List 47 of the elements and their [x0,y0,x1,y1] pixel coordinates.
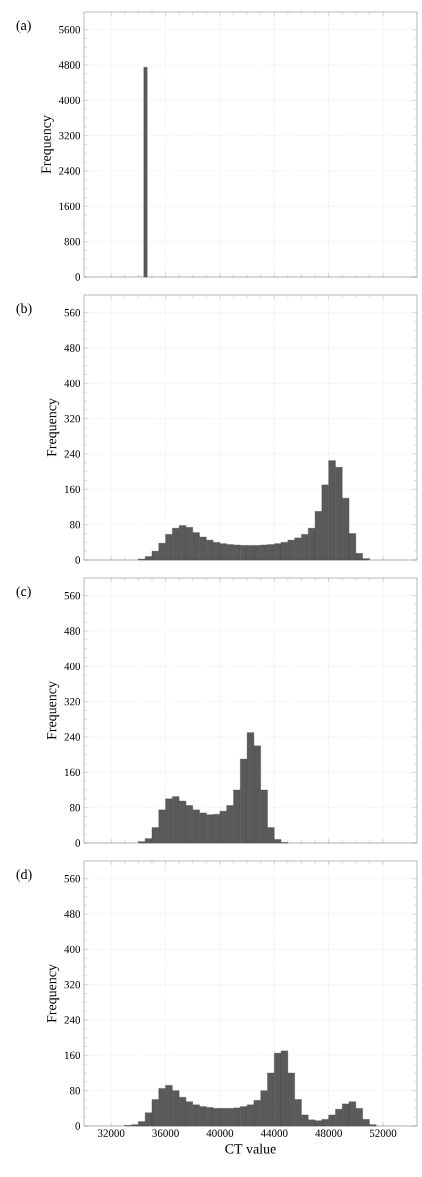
y-axis-title: Frequency [41,115,54,174]
text: (c) [16,586,31,599]
x-tick-label: 32000 [98,1129,125,1137]
y-tick-label: 480 [64,910,81,918]
y-tick-label: 4800 [58,61,81,69]
y-tick-label: 320 [64,697,81,706]
y-tick-label: 4000 [58,96,81,105]
y-tick-label: 480 [64,344,81,352]
text: (d) [16,869,32,882]
y-tick-label: 240 [64,1016,81,1024]
y-tick-label: 560 [64,308,81,317]
y-tick-label: 240 [64,450,81,458]
y-tick-label: 400 [64,945,81,954]
y-axis-title: Frequency [47,398,60,457]
x-tick-label: 40000 [206,1129,234,1137]
y-tick-label: 80 [69,1086,81,1095]
y-tick-label: 0 [75,273,81,281]
y-tick-label: 240 [64,733,81,741]
y-tick-label: 560 [64,591,81,600]
y-tick-label: 1600 [59,202,81,211]
x-tick-label: 48000 [315,1129,342,1137]
x-tick-label: 44000 [260,1129,288,1137]
y-tick-label: 5600 [59,25,81,34]
y-axis-title: Frequency [47,964,60,1023]
y-tick-label: 3200 [59,131,81,140]
y-axis-title: Frequency [47,681,60,740]
y-tick-label: 320 [64,980,81,989]
y-tick-label: 160 [65,485,81,494]
y-tick-label: 80 [69,520,81,529]
y-tick-label: 0 [75,839,81,847]
y-tick-label: 2400 [59,167,81,175]
y-tick-label: 400 [64,662,81,671]
x-axis-title: CT value [225,1143,276,1154]
y-tick-label: 0 [75,556,81,564]
x-tick-label: 52000 [369,1129,397,1137]
text: (b) [16,303,32,316]
text: (a) [16,20,31,33]
y-tick-label: 80 [69,803,81,812]
y-tick-label: 800 [64,237,81,246]
y-tick-label: 160 [65,1051,81,1060]
y-tick-label: 480 [64,627,81,635]
x-tick-label: 36000 [152,1129,179,1137]
y-tick-label: 0 [75,1122,81,1130]
y-tick-label: 320 [64,414,81,423]
y-tick-label: 160 [65,768,81,777]
y-tick-label: 560 [64,874,81,883]
y-tick-label: 400 [64,379,81,388]
